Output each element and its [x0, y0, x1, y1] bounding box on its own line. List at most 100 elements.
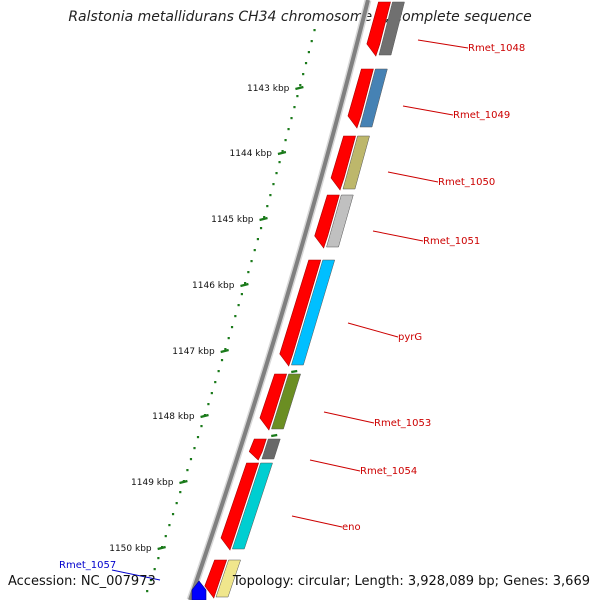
gene-class-block	[215, 559, 241, 598]
ruler-dot	[275, 172, 278, 175]
ruler-dot	[210, 392, 213, 395]
ruler-dot	[240, 293, 243, 296]
ruler-dot	[157, 557, 160, 560]
cds-arrow	[259, 373, 288, 431]
ruler-dot	[234, 315, 237, 318]
ruler-dot	[153, 568, 156, 571]
leader-line	[309, 459, 361, 472]
kbp-tick	[259, 216, 268, 222]
kbp-label: 1147 kbp	[172, 347, 215, 357]
kbp-label: 1144 kbp	[230, 149, 273, 159]
minor-tick	[271, 433, 278, 438]
ruler-dot	[290, 117, 293, 120]
kbp-tick	[240, 282, 249, 288]
kbp-tick	[157, 545, 166, 551]
kbp-label: 1150 kbp	[109, 544, 152, 554]
ruler-dot	[259, 227, 263, 230]
ruler-dot	[207, 403, 210, 406]
gene-class-block	[231, 462, 273, 550]
ruler-dot	[253, 249, 256, 252]
ruler-dot	[237, 304, 240, 307]
ruler-dot	[179, 491, 182, 494]
ruler-dot	[263, 216, 266, 219]
leader-line	[417, 39, 469, 49]
gene-label-pyrG: pyrG	[398, 332, 422, 343]
cds-arrow	[279, 259, 322, 367]
kbp-dotted-ruler	[146, 29, 316, 593]
ruler-dot	[296, 95, 299, 98]
gene-label-Rmet_1051: Rmet_1051	[423, 236, 480, 247]
ruler-dot	[284, 139, 287, 142]
ruler-dot	[266, 205, 269, 208]
leader-line	[111, 569, 161, 581]
kbp-tick	[200, 413, 209, 419]
ruler-dot	[193, 447, 196, 450]
leader-line	[387, 171, 439, 183]
ruler-dot	[287, 128, 290, 131]
gene-label-eno: eno	[342, 522, 361, 533]
ruler-dot	[310, 40, 313, 43]
gene-class-block	[359, 68, 388, 128]
kbp-label: 1148 kbp	[152, 412, 195, 422]
leader-line	[323, 411, 375, 424]
ruler-dot	[149, 579, 153, 582]
ruler-dot	[171, 513, 175, 516]
ruler-dot	[196, 436, 200, 439]
kbp-label: 1149 kbp	[131, 478, 174, 488]
ruler-dot	[247, 271, 250, 274]
ruler-dot	[313, 29, 316, 32]
gene-label-Rmet_1057: Rmet_1057	[59, 560, 116, 571]
leader-line	[347, 322, 399, 338]
gene-label-Rmet_1054: Rmet_1054	[360, 466, 417, 477]
ruler-dot	[214, 381, 217, 384]
gene-features	[191, 1, 405, 600]
ruler-dot	[302, 73, 305, 76]
ruler-dot	[250, 260, 253, 263]
gene-class-block	[291, 259, 336, 366]
accession-text: Accession: NC_007973	[8, 574, 156, 589]
gene-class-block	[271, 373, 301, 430]
kbp-tick	[220, 348, 229, 354]
kbp-tick	[179, 479, 188, 485]
ruler-dot	[175, 502, 178, 505]
reverse-cds-arrow	[191, 580, 207, 600]
map-title: Ralstonia metallidurans CH34 chromosome …	[68, 9, 532, 25]
leader-line	[372, 230, 424, 242]
gene-class-block	[342, 135, 370, 190]
cds-arrow	[366, 1, 391, 57]
ruler-dot	[269, 194, 272, 197]
ruler-dot	[244, 282, 247, 285]
ruler-dot	[186, 469, 189, 472]
ruler-dot	[299, 84, 302, 87]
kbp-label: 1145 kbp	[211, 215, 254, 225]
kbp-label: 1143 kbp	[247, 84, 290, 94]
backbone-line	[188, 0, 370, 600]
gene-class-block	[378, 1, 405, 56]
ruler-dot	[227, 337, 230, 340]
cds-arrow	[314, 194, 340, 249]
cds-arrow	[220, 462, 259, 551]
ruler-dot	[304, 62, 308, 65]
cds-arrow	[204, 559, 228, 599]
ruler-dot	[189, 458, 193, 461]
kbp-tick	[295, 85, 304, 91]
gene-labels: Rmet_1048 Rmet_1049 Rmet_1050 Rmet_1051 pyrG…	[59, 39, 525, 581]
kbp-label: 1146 kbp	[192, 281, 235, 291]
gene-label-Rmet_1050: Rmet_1050	[438, 177, 495, 188]
cds-arrow	[248, 438, 267, 461]
leader-line	[402, 105, 454, 116]
kbp-tick	[277, 150, 287, 156]
ruler-dot	[164, 535, 167, 538]
ruler-dot	[217, 370, 220, 373]
ruler-dot	[272, 183, 275, 186]
ruler-dot	[200, 425, 203, 428]
ruler-dot	[230, 326, 234, 329]
ruler-dot	[281, 150, 284, 153]
gene-label-Rmet_1048: Rmet_1048	[468, 43, 525, 54]
leader-line	[291, 515, 343, 528]
topology-text: Topology: circular; Length: 3,928,089 bp…	[232, 574, 590, 589]
gene-label-Rmet_1049: Rmet_1049	[453, 110, 510, 121]
ruler-dot	[278, 161, 281, 164]
ruler-dot	[220, 359, 224, 362]
